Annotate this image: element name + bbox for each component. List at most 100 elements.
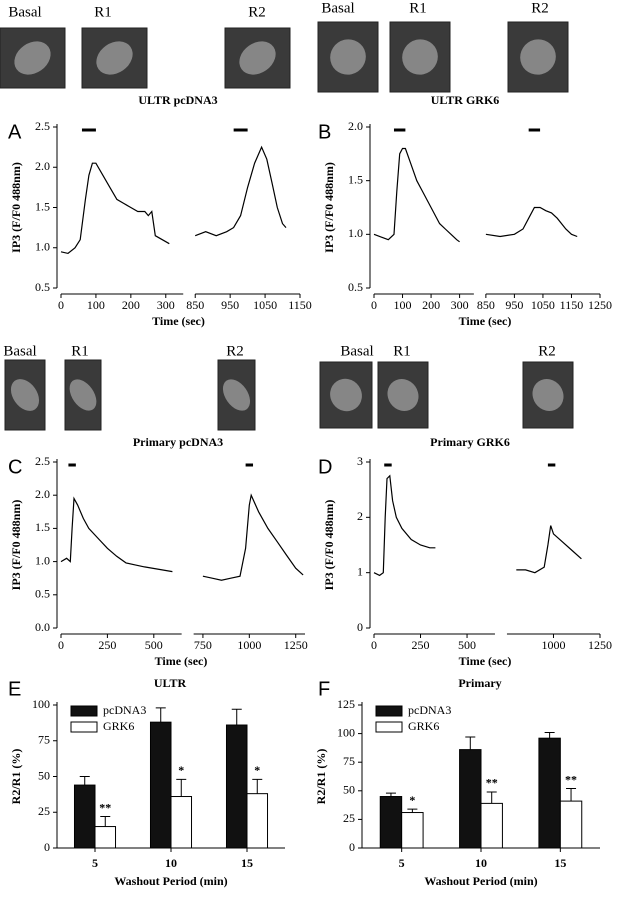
- y-axis-label: IP3 (F/F0 488nm): [322, 162, 336, 253]
- x-tick-label: 850: [477, 298, 495, 312]
- error-bar: [465, 736, 476, 750]
- image-label: R2: [538, 343, 556, 359]
- y-tick-label: 1.5: [348, 172, 363, 186]
- x-tick-label: 5: [399, 856, 405, 870]
- chart-title: ULTR pcDNA3: [138, 93, 217, 107]
- trace: [516, 525, 582, 574]
- bar: [480, 802, 503, 849]
- panel-letter: C: [8, 456, 22, 478]
- error-bar: [486, 791, 497, 804]
- y-tick-label: 2.0: [35, 487, 50, 501]
- legend-label: pcDNA3: [103, 703, 146, 717]
- y-tick-label: 1.0: [348, 226, 363, 240]
- image-label: R1: [71, 343, 89, 359]
- cell: [330, 378, 362, 412]
- y-tick-label: 25: [343, 811, 355, 825]
- y-tick-label: 100: [337, 725, 355, 739]
- y-tick-label: 1: [357, 564, 363, 578]
- trace: [60, 496, 173, 573]
- significance-marker: **: [486, 776, 498, 790]
- cell: [239, 41, 276, 75]
- error-bar: [385, 792, 396, 797]
- y-tick-label: 2.0: [348, 119, 363, 133]
- bar: [538, 737, 561, 849]
- trace: [194, 145, 287, 237]
- image-label: Basal: [8, 4, 41, 20]
- significance-marker: *: [178, 763, 184, 777]
- y-tick-label: 0.0: [35, 620, 50, 634]
- y-tick-label: 0: [44, 840, 50, 854]
- x-tick-label: 0: [58, 298, 64, 312]
- x-tick-label: 1050: [253, 298, 277, 312]
- x-tick-label: 15: [554, 856, 566, 870]
- cell: [387, 378, 419, 412]
- cell: [69, 379, 97, 411]
- cell: [10, 379, 40, 411]
- y-tick-label: 50: [38, 768, 50, 782]
- x-tick-label: 300: [157, 298, 175, 312]
- y-tick-label: 0: [349, 840, 355, 854]
- y-tick-label: 0.5: [348, 280, 363, 294]
- image-label: Basal: [340, 343, 373, 359]
- x-tick-label: 950: [221, 298, 239, 312]
- x-axis-label: Time (sec): [152, 314, 205, 328]
- image-label: Basal: [3, 343, 36, 359]
- y-tick-label: 2: [357, 509, 363, 523]
- error-bar: [79, 776, 90, 786]
- bar: [379, 796, 403, 849]
- x-tick-label: 1250: [588, 638, 612, 652]
- cell: [402, 39, 438, 75]
- x-tick-label: 250: [412, 638, 430, 652]
- x-tick-label: 250: [98, 638, 116, 652]
- image-label: R2: [226, 343, 244, 359]
- y-tick-label: 0.5: [35, 280, 50, 294]
- panel-letter: D: [318, 456, 332, 478]
- y-tick-label: 0: [357, 620, 363, 634]
- x-tick-label: 950: [505, 298, 523, 312]
- cell: [520, 39, 556, 75]
- trace: [60, 162, 170, 255]
- legend-label: GRK6: [408, 719, 439, 733]
- bar: [459, 749, 482, 849]
- y-tick-label: 25: [38, 804, 50, 818]
- x-axis-label: Washout Period (min): [114, 874, 227, 888]
- x-tick-label: 10: [165, 856, 177, 870]
- cell: [532, 378, 564, 412]
- y-tick-label: 50: [343, 783, 355, 797]
- bar: [149, 721, 172, 849]
- image-label: R1: [94, 4, 112, 20]
- legend-label: pcDNA3: [408, 703, 451, 717]
- x-tick-label: 0: [371, 298, 377, 312]
- x-tick-label: 500: [458, 638, 476, 652]
- error-bar: [100, 816, 111, 827]
- cell: [96, 41, 133, 75]
- x-axis-label: Time (sec): [459, 654, 512, 668]
- y-tick-label: 2.5: [35, 119, 50, 133]
- image-label: R1: [409, 0, 427, 16]
- bar: [246, 793, 269, 849]
- x-tick-label: 100: [87, 298, 105, 312]
- y-tick-label: 1.5: [35, 199, 50, 213]
- x-tick-label: 1000: [541, 638, 565, 652]
- error-bar: [231, 708, 242, 726]
- x-tick-label: 1250: [588, 298, 612, 312]
- significance-marker: **: [565, 772, 577, 786]
- panel-letter: E: [8, 678, 21, 700]
- x-tick-label: 100: [394, 298, 412, 312]
- x-tick-label: 1150: [560, 298, 584, 312]
- x-tick-label: 10: [475, 856, 487, 870]
- x-tick-label: 200: [122, 298, 140, 312]
- y-tick-label: 3: [357, 454, 363, 468]
- y-tick-label: 100: [32, 697, 50, 711]
- image-label: R2: [531, 0, 549, 16]
- bar: [94, 826, 117, 849]
- legend-swatch: [70, 705, 98, 717]
- x-tick-label: 1250: [284, 638, 308, 652]
- significance-marker: *: [409, 793, 415, 807]
- significance-marker: *: [254, 763, 260, 777]
- chart-title: Primary: [458, 676, 501, 690]
- y-axis-label: IP3 (F/F0 488nm): [322, 500, 336, 591]
- x-tick-label: 750: [194, 638, 212, 652]
